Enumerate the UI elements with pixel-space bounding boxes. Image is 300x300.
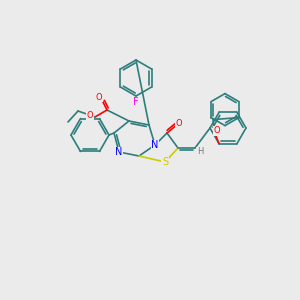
- Text: H: H: [197, 148, 203, 157]
- Text: N: N: [115, 147, 123, 157]
- Text: N: N: [151, 140, 159, 150]
- Text: O: O: [214, 126, 220, 135]
- Text: O: O: [96, 92, 102, 101]
- Text: O: O: [176, 118, 182, 127]
- Text: F: F: [133, 97, 139, 107]
- Text: O: O: [87, 110, 93, 119]
- Text: S: S: [162, 157, 168, 167]
